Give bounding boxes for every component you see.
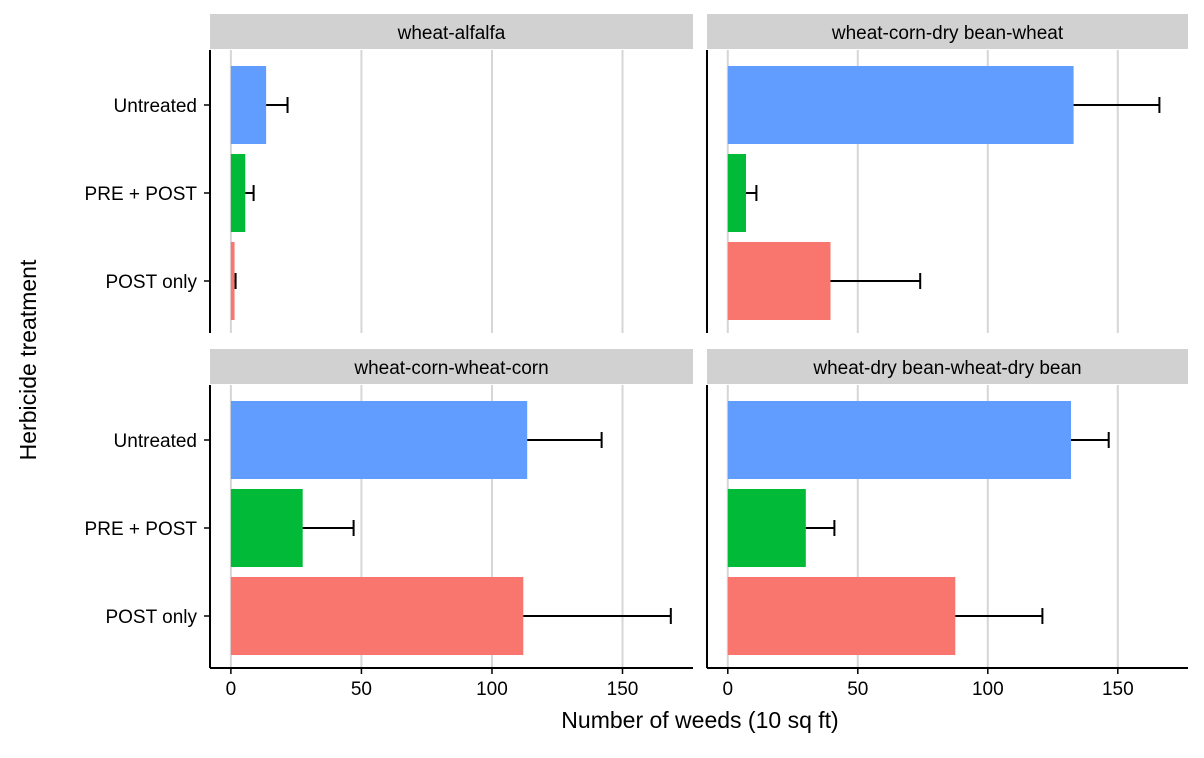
bar [727, 66, 1074, 144]
facet-title: wheat-alfalfa [397, 23, 506, 44]
x-tick-label: 0 [226, 679, 237, 700]
y-tick-label: POST only [105, 607, 197, 628]
x-axis-title: Number of weeds (10 sq ft) [561, 707, 838, 733]
facet-title: wheat-dry bean-wheat-dry bean [812, 358, 1081, 379]
facet-strip [210, 349, 693, 384]
facet-panel: wheat-alfalfa Untreated PRE + POST POST onl… [85, 14, 693, 333]
x-tick-label: 50 [847, 679, 868, 700]
x-tick-label: 100 [476, 679, 508, 700]
facet-strip [707, 14, 1188, 49]
bar [230, 154, 246, 232]
x-tick-label: 50 [351, 679, 372, 700]
bar [727, 489, 806, 567]
bar [727, 242, 831, 320]
y-axis-title: Herbicide treatment [15, 259, 41, 460]
facet-panel: wheat-corn-wheat-corn Untreated PRE + POST… [85, 349, 693, 700]
bar [230, 577, 524, 655]
bar [230, 401, 528, 479]
bar [230, 489, 303, 567]
bar [727, 577, 956, 655]
bar [230, 66, 267, 144]
facet-panel: wheat-dry bean-wheat-dry bean 0 50 100 150 [706, 349, 1188, 700]
x-tick-label: 0 [723, 679, 734, 700]
y-tick-label: Untreated [114, 96, 197, 117]
bar [727, 154, 746, 232]
y-tick-label: Untreated [114, 431, 197, 452]
facet-panel: wheat-corn-dry bean-wheat [706, 14, 1188, 333]
facet-strip [210, 14, 693, 49]
y-tick-label: PRE + POST [85, 519, 198, 540]
x-tick-label: 100 [972, 679, 1004, 700]
facet-title: wheat-corn-dry bean-wheat [831, 23, 1064, 44]
y-tick-label: PRE + POST [85, 184, 198, 205]
facet-title: wheat-corn-wheat-corn [353, 358, 548, 379]
y-tick-label: POST only [105, 272, 197, 293]
facet-strip [707, 349, 1188, 384]
x-tick-label: 150 [1102, 679, 1134, 700]
bar [230, 242, 235, 320]
bar [727, 401, 1071, 479]
x-tick-label: 150 [607, 679, 639, 700]
